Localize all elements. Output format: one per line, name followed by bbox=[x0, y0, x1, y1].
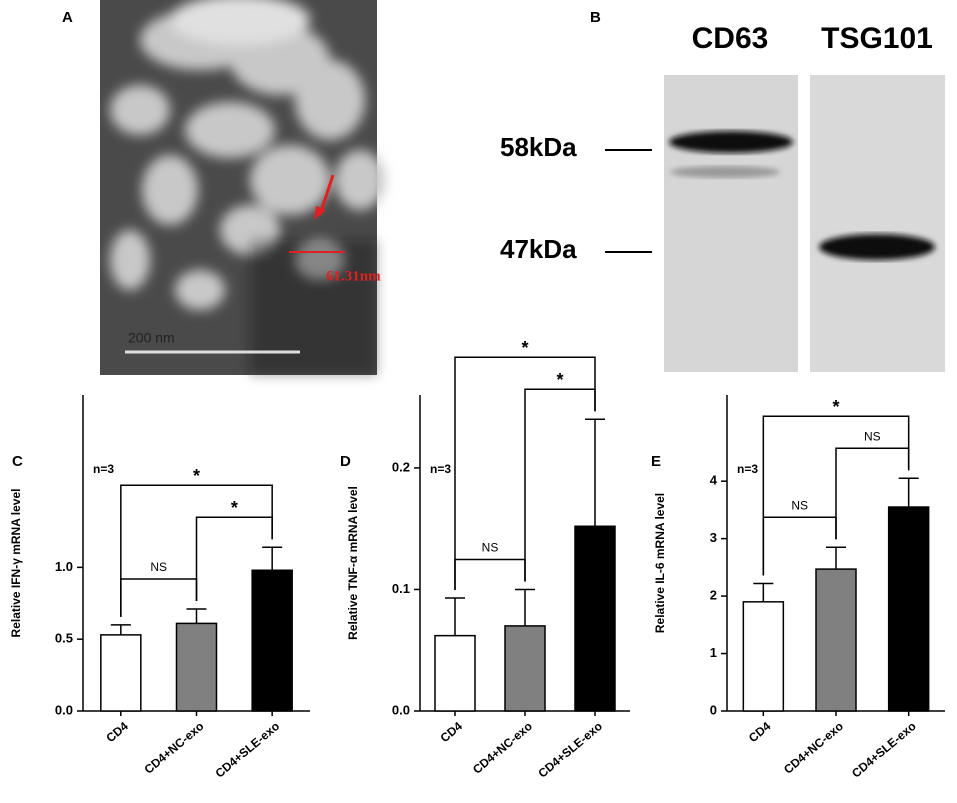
significance-label: * bbox=[556, 370, 563, 390]
significance-label: * bbox=[521, 338, 528, 358]
y-axis-label: Relative IL-6 mRNA level bbox=[653, 493, 667, 633]
x-tick-label: CD4 bbox=[746, 719, 774, 745]
significance-label: * bbox=[832, 397, 839, 417]
significance-bracket bbox=[454, 558, 526, 590]
x-tick-label: CD4+NC-exo bbox=[142, 719, 207, 777]
lane-label: TSG101 bbox=[821, 22, 933, 55]
y-tick-label: 0.0 bbox=[55, 702, 73, 717]
y-tick-label: 0.1 bbox=[392, 581, 410, 596]
y-axis-label: Relative TNF-α mRNA level bbox=[346, 486, 360, 640]
y-tick-label: 0.0 bbox=[392, 702, 410, 717]
measurement-label: 61.31nm bbox=[326, 268, 381, 284]
annotation: n=3 bbox=[93, 462, 114, 476]
marker-label: 47kDa bbox=[500, 234, 577, 264]
y-tick-label: 2 bbox=[710, 588, 717, 603]
bar bbox=[175, 622, 218, 712]
x-tick-label: CD4+SLE-exo bbox=[535, 719, 605, 781]
x-tick-label: CD4+NC-exo bbox=[781, 719, 846, 777]
panel-label: E bbox=[651, 453, 661, 470]
significance-label: NS bbox=[864, 429, 881, 443]
significance-bracket bbox=[120, 484, 273, 617]
bar bbox=[742, 601, 785, 712]
significance-bracket bbox=[762, 516, 837, 576]
significance-label: NS bbox=[150, 560, 167, 574]
y-tick-label: 0 bbox=[710, 702, 717, 717]
tem-image bbox=[100, 0, 385, 375]
y-tick-label: 4 bbox=[710, 473, 718, 488]
bar bbox=[887, 506, 930, 712]
western-blot bbox=[605, 75, 945, 372]
significance-bracket bbox=[454, 356, 596, 590]
x-tick-label: CD4+NC-exo bbox=[470, 719, 535, 777]
significance-bracket bbox=[762, 415, 910, 576]
panel-label: A bbox=[62, 9, 73, 26]
panel-label: C bbox=[12, 453, 23, 470]
bar bbox=[434, 634, 476, 712]
bar bbox=[251, 569, 293, 712]
annotation: n=3 bbox=[737, 462, 758, 476]
scale-bar-label: 200 nm bbox=[128, 330, 175, 346]
marker-label: 58kDa bbox=[500, 132, 577, 162]
significance-label: NS bbox=[482, 541, 499, 555]
y-axis-label: Relative IFN-γ mRNA level bbox=[9, 489, 23, 638]
y-tick-label: 1.0 bbox=[55, 559, 73, 574]
x-tick-label: CD4+SLE-exo bbox=[213, 719, 283, 781]
x-tick-label: CD4+SLE-exo bbox=[849, 719, 919, 781]
bar bbox=[100, 634, 142, 712]
y-tick-label: 3 bbox=[710, 530, 717, 545]
panel-label: B bbox=[590, 9, 601, 26]
annotation: n=3 bbox=[430, 462, 451, 476]
bar bbox=[815, 568, 857, 712]
panel-label: D bbox=[340, 453, 351, 470]
significance-bracket bbox=[120, 578, 198, 617]
significance-label: * bbox=[193, 466, 200, 486]
bar bbox=[574, 525, 616, 712]
lane-label: CD63 bbox=[692, 22, 769, 55]
y-tick-label: 0.5 bbox=[55, 631, 73, 646]
y-tick-label: 0.2 bbox=[392, 459, 410, 474]
x-tick-label: CD4 bbox=[438, 719, 466, 745]
significance-label: NS bbox=[791, 498, 808, 512]
significance-label: * bbox=[231, 498, 238, 518]
x-tick-label: CD4 bbox=[103, 719, 131, 745]
bar bbox=[504, 625, 546, 712]
y-tick-label: 1 bbox=[710, 645, 717, 660]
